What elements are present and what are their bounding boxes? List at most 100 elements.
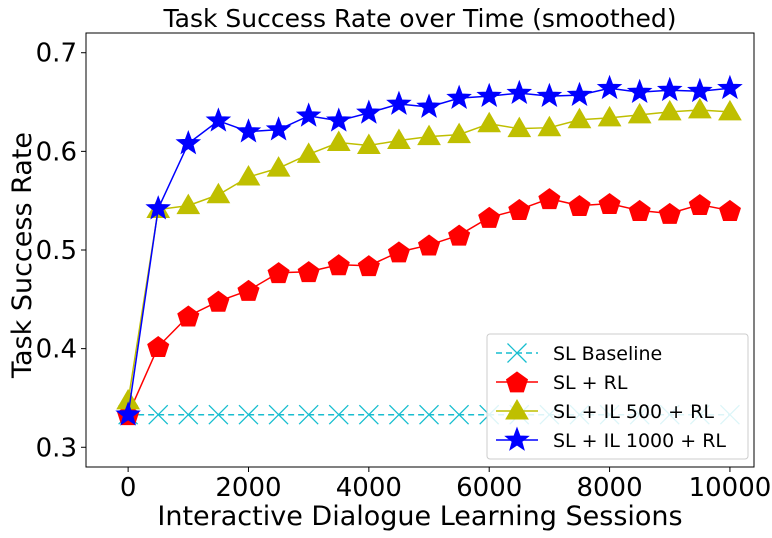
y-tick-label: 0.6: [36, 137, 77, 167]
x-axis-label: Interactive Dialogue Learning Sessions: [157, 501, 682, 532]
data-point: [266, 156, 291, 177]
data-point: [386, 90, 412, 115]
data-point: [449, 404, 470, 425]
data-point: [687, 97, 712, 119]
data-point: [237, 279, 260, 301]
data-point: [205, 107, 232, 132]
data-point: [175, 130, 202, 155]
data-point: [208, 404, 229, 425]
data-point: [115, 401, 141, 426]
legend: SL Baseline SL + RL SL + IL 500 + RL SL + I…: [486, 333, 749, 460]
data-point: [657, 99, 682, 121]
data-point: [148, 404, 169, 425]
data-point: [688, 194, 711, 216]
y-tick-label: 0.5: [36, 236, 77, 266]
y-axis-label: Task Success Rate: [7, 132, 38, 379]
data-point: [357, 255, 380, 277]
data-point: [718, 199, 741, 221]
data-point: [507, 116, 532, 138]
data-point: [477, 111, 502, 133]
chart-title: Task Success Rate over Time (smoothed): [163, 4, 677, 33]
data-point: [478, 206, 501, 228]
data-point: [538, 188, 561, 210]
data-point: [656, 76, 683, 102]
x-tick-label: 8000: [576, 473, 642, 503]
data-point: [596, 74, 623, 100]
data-point: [417, 234, 441, 256]
data-point: [448, 224, 471, 246]
data-point: [268, 404, 289, 425]
data-point: [265, 116, 292, 141]
data-point: [267, 262, 290, 284]
data-point: [568, 194, 591, 217]
data-point: [537, 115, 562, 137]
data-point: [147, 336, 170, 358]
data-point: [296, 142, 321, 163]
data-point: [326, 130, 351, 151]
data-point: [598, 193, 621, 215]
legend-entry: SL + RL: [553, 372, 628, 394]
data-point: [358, 404, 379, 425]
x-tick-label: 0: [120, 473, 137, 503]
legend-marker: [505, 399, 529, 420]
data-point: [628, 199, 651, 221]
data-point: [145, 195, 172, 220]
legend-entry: SL + IL 1000 + RL: [553, 430, 726, 452]
data-point: [419, 404, 439, 425]
series-3: [115, 74, 743, 426]
data-point: [508, 198, 531, 220]
x-tick-label: 10000: [689, 473, 772, 503]
data-point: [446, 84, 472, 109]
data-point: [295, 102, 322, 127]
data-point: [325, 107, 352, 132]
data-point: [627, 102, 652, 124]
data-point: [387, 241, 410, 263]
data-point: [536, 82, 563, 108]
data-point: [388, 404, 409, 425]
y-tick-label: 0.7: [36, 39, 77, 69]
data-point: [597, 105, 622, 127]
data-point: [298, 404, 319, 425]
data-point: [236, 165, 261, 186]
data-point: [506, 79, 533, 105]
y-tick-label: 0.4: [36, 335, 77, 365]
data-point: [476, 82, 502, 108]
data-point: [176, 193, 201, 215]
data-point: [238, 404, 259, 425]
data-point: [447, 122, 471, 144]
data-point: [567, 107, 592, 129]
data-point: [328, 404, 349, 425]
y-tick-label: 0.3: [36, 433, 77, 463]
legend-box: [486, 333, 749, 460]
legend-entry: SL Baseline: [553, 343, 662, 365]
data-point: [297, 261, 320, 283]
data-point: [566, 81, 593, 107]
data-point: [207, 290, 230, 312]
data-point: [417, 124, 441, 146]
x-tick-label: 6000: [456, 473, 522, 503]
data-point: [177, 305, 200, 327]
data-point: [327, 254, 350, 276]
axis-ticks: 0 2000 4000 6000 8000 10000 0.3 0.4 0.5 0.6 0.7: [36, 39, 772, 503]
legend-marker: [504, 426, 530, 451]
data-point: [356, 99, 382, 124]
series-1: [117, 188, 741, 426]
x-tick-label: 2000: [215, 473, 281, 503]
data-point: [235, 118, 262, 143]
data-point: [416, 93, 442, 118]
data-point: [387, 128, 411, 150]
data-point: [206, 182, 231, 204]
data-point: [717, 74, 743, 100]
data-point: [178, 404, 199, 425]
data-point: [356, 133, 381, 154]
legend-entry: SL + IL 500 + RL: [553, 401, 714, 423]
x-tick-label: 4000: [336, 473, 402, 503]
data-point: [687, 77, 713, 103]
data-point: [658, 202, 681, 224]
data-point: [718, 99, 742, 121]
legend-marker: [505, 371, 529, 393]
legend-marker: [507, 343, 527, 363]
data-point: [626, 78, 653, 104]
